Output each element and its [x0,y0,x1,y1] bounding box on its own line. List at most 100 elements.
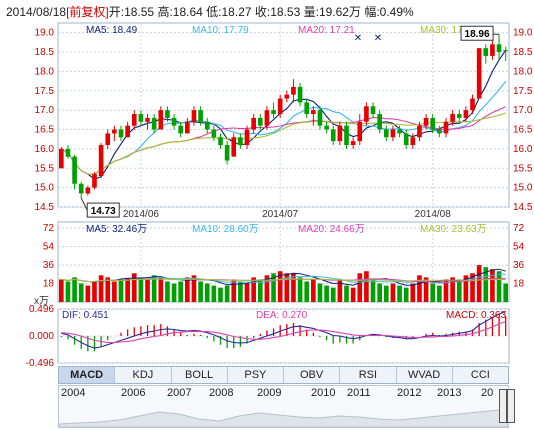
volume-bar[interactable] [443,279,449,302]
volume-bar[interactable] [218,287,223,302]
volume-bar[interactable] [390,283,396,302]
candle-body[interactable] [476,48,482,99]
candle-body[interactable] [311,110,316,115]
volume-bar[interactable] [171,283,177,302]
tab-cci[interactable]: CCI [470,369,490,381]
candle-body[interactable] [277,98,283,115]
volume-bar[interactable] [450,277,455,302]
volume-bar[interactable] [58,279,64,302]
volume-bar[interactable] [105,277,111,302]
candle-body[interactable] [397,129,402,134]
volume-bar[interactable] [350,287,356,302]
volume-bar[interactable] [344,285,349,302]
volume-bar[interactable] [131,273,137,302]
candle-body[interactable] [417,125,422,138]
volume-bar[interactable] [417,275,422,302]
volume-bar[interactable] [211,285,217,302]
volume-bar[interactable] [470,273,475,302]
candle-body[interactable] [244,129,250,146]
candle-body[interactable] [370,106,376,115]
candle-body[interactable] [456,114,462,118]
candle-body[interactable] [171,117,177,126]
volume-bar[interactable] [125,278,130,302]
candle-body[interactable] [390,129,396,138]
volume-bar[interactable] [72,277,77,302]
candle-body[interactable] [483,48,489,56]
volume-bar[interactable] [244,283,250,302]
volume-bar[interactable] [437,285,442,302]
candle-body[interactable] [496,44,502,53]
candle-body[interactable] [185,121,190,134]
candle-body[interactable] [430,117,436,130]
candle-body[interactable] [131,114,137,126]
volume-bar[interactable] [271,273,276,302]
candle-body[interactable] [78,183,84,194]
volume-bar[interactable] [178,281,184,302]
tab-obv[interactable]: OBV [284,367,341,383]
volume-bar[interactable] [357,273,363,302]
candle-body[interactable] [191,110,197,122]
volume-bar[interactable] [377,283,382,302]
volume-bar[interactable] [423,277,429,302]
volume-bar[interactable] [145,279,150,302]
candle-body[interactable] [125,125,130,138]
adjust-mode[interactable]: [前复权] [66,5,109,19]
candle-body[interactable] [138,114,144,122]
volume-bar[interactable] [291,273,296,302]
volume-bar[interactable] [98,275,104,302]
volume-bar[interactable] [92,281,97,302]
candle-body[interactable] [112,129,117,134]
candle-body[interactable] [344,125,349,146]
candle-body[interactable] [271,110,276,115]
volume-bar[interactable] [251,277,256,302]
volume-bar[interactable] [311,279,316,302]
candle-body[interactable] [291,86,296,95]
candle-body[interactable] [330,129,336,142]
candle-body[interactable] [151,117,157,130]
candle-body[interactable] [145,117,150,122]
volume-bar[interactable] [304,281,310,302]
volume-bar[interactable] [383,285,389,302]
candle-body[interactable] [383,129,389,138]
history-navigator[interactable]: 2004 2006 2007 2008 2009 2010 2011 2012 2013 20 [58,385,515,428]
volume-bar[interactable] [257,279,263,302]
volume-bar[interactable] [138,277,144,302]
event-marker-icon[interactable]: ✕ [374,33,382,44]
candle-body[interactable] [264,110,270,126]
volume-bar[interactable] [403,287,409,302]
candle-body[interactable] [58,148,64,169]
volume-bar[interactable] [397,285,402,302]
candle-body[interactable] [297,86,303,103]
tab-psy[interactable]: PSY [228,367,284,383]
volume-bar[interactable] [490,269,495,302]
candle-body[interactable] [423,117,429,126]
volume-bar[interactable] [264,275,270,302]
candle-body[interactable] [503,50,509,52]
candle-body[interactable] [198,110,203,122]
volume-bar[interactable] [112,281,117,302]
candle-body[interactable] [85,187,91,194]
volume-bar[interactable] [191,275,197,302]
candle-body[interactable] [105,133,111,146]
tab-boll[interactable]: BOLL [172,367,228,383]
volume-bar[interactable] [503,283,509,302]
volume-bar[interactable] [337,279,343,302]
candle-body[interactable] [65,148,71,157]
volume-bar[interactable] [238,281,243,302]
candle-body[interactable] [490,44,495,56]
candle-body[interactable] [92,174,97,188]
volume-bar[interactable] [85,285,91,302]
candle-body[interactable] [231,137,237,157]
volume-bar[interactable] [284,273,290,302]
candle-body[interactable] [118,129,124,138]
volume-bar[interactable] [496,271,502,302]
candle-body[interactable] [470,98,475,111]
volume-bar[interactable] [151,275,157,302]
volume-bar[interactable] [198,281,203,302]
navigator-handle-left[interactable] [499,389,507,423]
candle-body[interactable] [337,125,343,142]
volume-bar[interactable] [224,285,230,302]
candle-body[interactable] [377,114,382,130]
volume-bar[interactable] [231,279,237,302]
tab-rsi[interactable]: RSI [340,367,397,383]
